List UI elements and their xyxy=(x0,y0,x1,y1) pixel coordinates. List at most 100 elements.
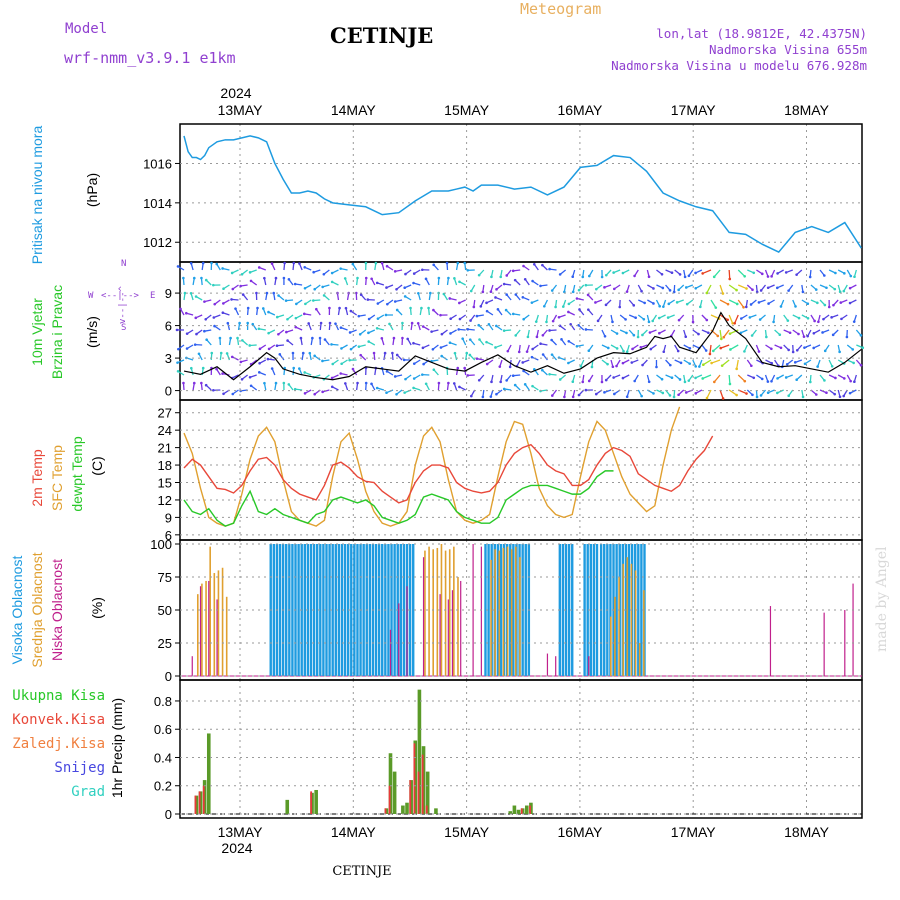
wind-arrow-head xyxy=(726,302,730,306)
wind-compass: W E <--|--> v--|--^ N S xyxy=(88,259,155,333)
wind-arrow-head xyxy=(328,306,331,310)
wind-arrow-head xyxy=(707,331,710,335)
wind-arrow-head xyxy=(197,352,201,356)
wind-arrow-head xyxy=(481,290,485,294)
wind-arrow-head xyxy=(504,308,508,312)
wind-arrow-head xyxy=(226,321,230,325)
wind-arrow-head xyxy=(606,362,609,366)
wind-arrow-head xyxy=(813,319,816,323)
wind-arrow-head xyxy=(508,365,512,369)
wind-arrow-head xyxy=(699,305,702,309)
wind-arrow-head xyxy=(861,346,865,350)
wind-arrow-head xyxy=(410,321,414,325)
wind-arrow-head xyxy=(330,376,334,380)
wind-arrow-head xyxy=(571,275,575,279)
wind-arrow-head xyxy=(652,287,655,290)
cloud-mid-bar xyxy=(453,546,455,676)
wind-arrow-head xyxy=(809,380,812,384)
wind-arrow-head xyxy=(452,382,456,385)
wind-arrow xyxy=(702,269,712,275)
wind-arrow-head xyxy=(702,363,705,366)
wind-arrow-head xyxy=(240,377,244,381)
wind-arrow-head xyxy=(667,302,671,306)
wind-arrow-head xyxy=(385,264,389,268)
wind-arrow-head xyxy=(569,322,572,326)
wind-arrow-head xyxy=(539,284,542,288)
wind-arrow-head xyxy=(521,361,525,364)
wind-arrow-head xyxy=(313,287,317,291)
wind-arrow-head xyxy=(219,351,223,355)
wind-arrow-head xyxy=(853,380,856,384)
wind-arrow-head xyxy=(272,291,276,295)
compass-vertical: v--|--^ xyxy=(118,285,128,324)
precip-total-bar xyxy=(413,740,418,814)
wind-arrow-head xyxy=(312,270,315,274)
wind-arrow-head xyxy=(806,302,810,306)
wind-arrow-head xyxy=(765,335,768,339)
wind-arrow-head xyxy=(584,388,588,392)
wind-arrow-head xyxy=(393,270,397,273)
wind-arrow-head xyxy=(393,300,397,303)
wind-arrow-head xyxy=(816,365,819,368)
cloud-mid-bar xyxy=(515,546,517,676)
precip-total-bar xyxy=(401,805,405,814)
wind-arrow-head xyxy=(803,362,807,366)
wind-arrow-head xyxy=(845,335,849,339)
wind-arrow-head xyxy=(212,388,215,392)
wind-arrow-head xyxy=(567,339,571,343)
cloud-low-bar xyxy=(216,599,218,676)
wind-arrow-head xyxy=(757,350,761,353)
precip-unit: 1hr Precip (mm) xyxy=(109,698,125,798)
wind-arrow-head xyxy=(339,267,342,270)
legend-total-rain: Ukupna Kisa xyxy=(12,688,105,704)
wind-arrow-head xyxy=(190,366,193,370)
wind-arrow-head xyxy=(526,335,530,339)
wind-arrow-head xyxy=(748,316,752,319)
wind-arrow-head xyxy=(575,344,579,348)
wind-arrow-head xyxy=(630,361,634,364)
cloud-low-bar xyxy=(199,586,202,676)
wind-arrow xyxy=(728,389,737,396)
cloud-mid-bar xyxy=(506,546,509,676)
wind-arrow-head xyxy=(678,378,682,381)
cloud-low-bar xyxy=(460,580,462,676)
wind-arrow-head xyxy=(548,329,551,332)
wind-arrow-head xyxy=(632,333,636,337)
precip-total-bar xyxy=(512,805,517,814)
wind-arrow-head xyxy=(731,322,734,325)
wind-arrow-head xyxy=(432,368,436,372)
wind-arrow-head xyxy=(420,306,423,310)
wind-arrow-head xyxy=(212,316,216,319)
wind-arrow-head xyxy=(463,366,466,370)
wind-arrow-head xyxy=(578,308,581,311)
wind-arrow-head xyxy=(802,335,806,338)
precip-total-bar xyxy=(206,733,211,814)
cloud-low-bar xyxy=(439,594,441,676)
wind-arrow-head xyxy=(481,395,485,399)
precip-total-bar xyxy=(425,771,430,814)
bottom-date-5: 18MAY xyxy=(784,824,830,840)
wind-arrow-head xyxy=(795,273,798,276)
wind-arrow-head xyxy=(605,273,608,277)
cloud-mid-bar xyxy=(634,570,637,676)
wind-arrow-head xyxy=(649,347,653,351)
wind-arrow-head xyxy=(767,302,770,305)
wind-arrow-head xyxy=(274,381,278,385)
wind-arrow-head xyxy=(255,291,258,295)
wind-arrow-head xyxy=(200,381,203,385)
wind-arrow-head xyxy=(548,372,551,376)
wind-arrow-head xyxy=(662,350,666,354)
wind-arrow-head xyxy=(594,392,598,396)
wind-arrow-head xyxy=(511,312,515,316)
wind-arrow-head xyxy=(392,336,396,340)
wind-arrow-head xyxy=(466,268,470,272)
cloud-high-bar xyxy=(609,544,612,676)
cloud-high-bar xyxy=(399,544,403,676)
cloud-high-bar xyxy=(484,544,487,676)
wind-arrow-head xyxy=(340,362,343,366)
cloud-label-2: Srednja Oblacnost xyxy=(29,552,45,667)
wind-arrow-head xyxy=(505,274,509,277)
wind-arrow-head xyxy=(277,332,280,336)
wind-arrow-head xyxy=(505,379,508,382)
wind-arrow-head xyxy=(713,380,716,384)
